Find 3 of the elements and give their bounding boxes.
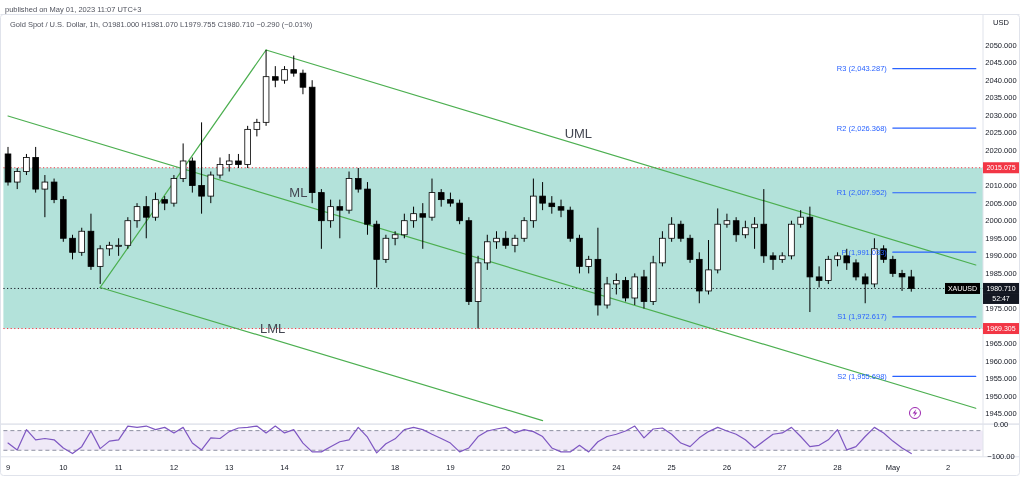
series-label: UML bbox=[564, 126, 593, 142]
series-label: LML bbox=[260, 320, 286, 336]
series-label: ML bbox=[289, 185, 308, 201]
